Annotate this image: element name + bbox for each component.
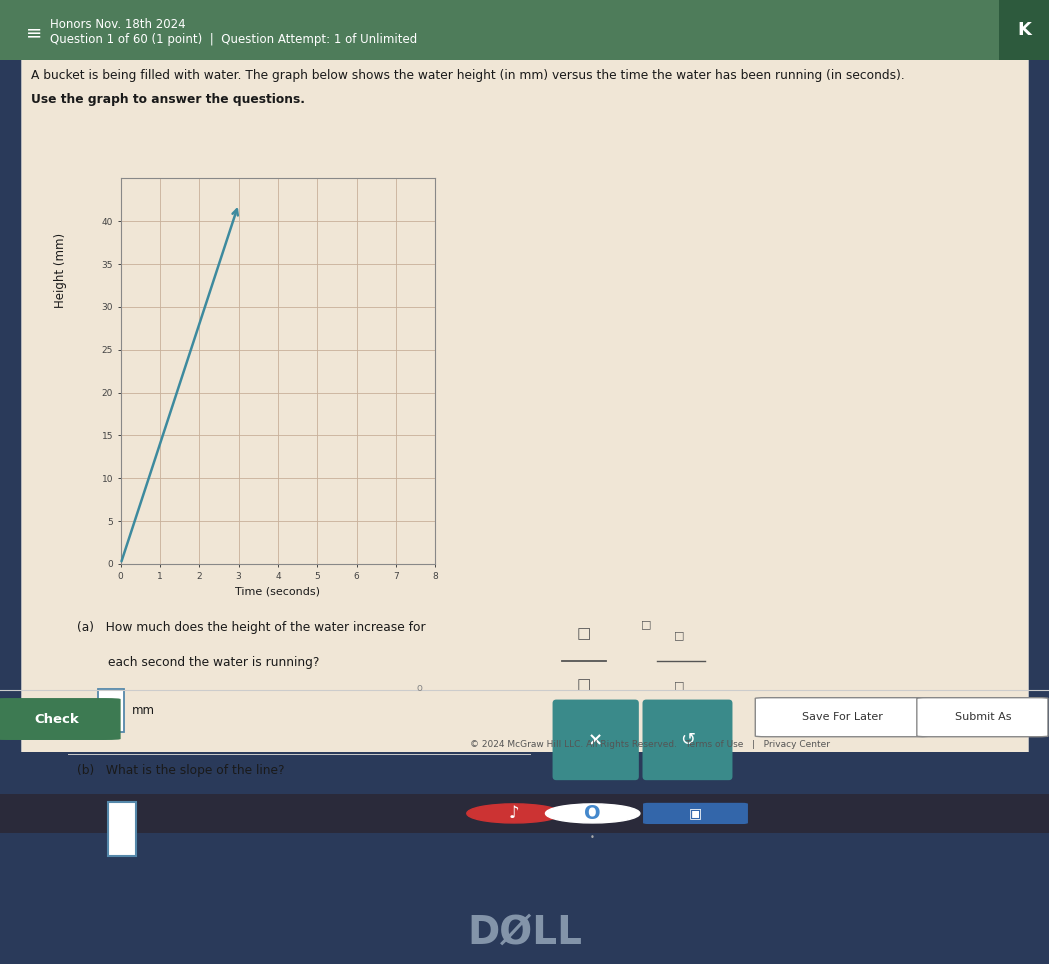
Text: ♪: ♪ <box>509 804 519 822</box>
Text: o: o <box>416 683 423 693</box>
Text: ↺: ↺ <box>680 731 695 749</box>
X-axis label: Time (seconds): Time (seconds) <box>235 586 321 596</box>
Text: □: □ <box>673 630 685 640</box>
FancyBboxPatch shape <box>553 700 639 780</box>
Text: Honors Nov. 18th 2024: Honors Nov. 18th 2024 <box>50 17 186 31</box>
Text: ▣: ▣ <box>689 807 702 820</box>
Text: (a)   How much does the height of the water increase for: (a) How much does the height of the wate… <box>78 622 426 634</box>
Bar <box>999 0 1049 60</box>
FancyBboxPatch shape <box>643 803 748 824</box>
Text: Question 1 of 60 (1 point)  |  Question Attempt: 1 of Unlimited: Question 1 of 60 (1 point) | Question At… <box>50 33 418 45</box>
Text: O: O <box>584 804 601 823</box>
Text: □: □ <box>673 680 685 690</box>
Text: □: □ <box>577 678 591 692</box>
Text: Submit As: Submit As <box>955 712 1011 722</box>
FancyBboxPatch shape <box>108 802 136 856</box>
Text: © 2024 McGraw Hill LLC. All Rights Reserved.   Terms of Use   |   Privacy Center: © 2024 McGraw Hill LLC. All Rights Reser… <box>470 740 831 749</box>
Text: K: K <box>1016 21 1031 40</box>
Text: A bucket is being filled with water. The graph below shows the water height (in : A bucket is being filled with water. The… <box>31 69 905 82</box>
Circle shape <box>545 804 640 823</box>
Text: mm: mm <box>131 704 154 717</box>
FancyBboxPatch shape <box>642 700 732 780</box>
FancyBboxPatch shape <box>0 698 121 740</box>
Text: Height (mm): Height (mm) <box>55 233 67 308</box>
Text: ×: × <box>588 731 603 749</box>
Text: Save For Later: Save For Later <box>801 712 883 722</box>
Text: •: • <box>591 833 595 842</box>
Bar <box>0 794 1049 833</box>
Text: (b)   What is the slope of the line?: (b) What is the slope of the line? <box>78 764 284 777</box>
Text: □: □ <box>641 620 651 629</box>
Circle shape <box>467 804 561 823</box>
Text: DØLL: DØLL <box>467 913 582 951</box>
Bar <box>0 0 1049 60</box>
Text: each second the water is running?: each second the water is running? <box>78 656 320 669</box>
Text: □: □ <box>577 627 591 641</box>
FancyBboxPatch shape <box>755 698 928 736</box>
FancyBboxPatch shape <box>917 698 1048 736</box>
FancyBboxPatch shape <box>99 689 124 732</box>
Text: Check: Check <box>35 712 79 726</box>
Text: Use the graph to answer the questions.: Use the graph to answer the questions. <box>31 94 305 106</box>
Text: ≡: ≡ <box>26 23 43 42</box>
